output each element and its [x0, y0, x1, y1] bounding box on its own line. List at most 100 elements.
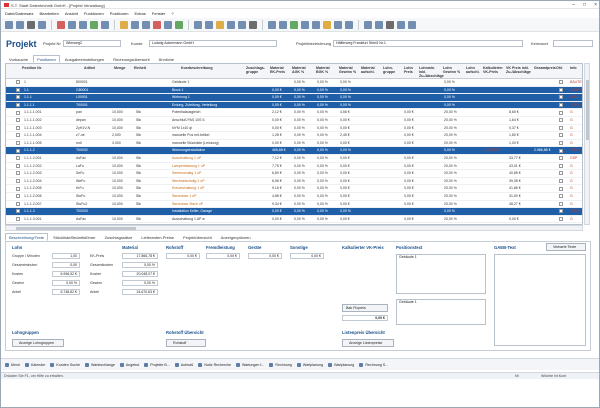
cell-lpreis[interactable]: 0,00 €: [404, 201, 414, 206]
cell-magk[interactable]: 0,00 %: [294, 209, 305, 214]
cell-art[interactable]: z7-ne: [76, 133, 85, 138]
cell-lgew[interactable]: 20,00 %: [444, 110, 457, 115]
cell-mgew[interactable]: 0,00 %: [340, 148, 351, 153]
cell-info[interactable]: BAUTEIL: [570, 80, 582, 84]
cell-vk[interactable]: 41,86 €: [509, 186, 521, 191]
cell-info[interactable]: G: [570, 194, 573, 198]
cell-info[interactable]: G: [570, 133, 573, 138]
menu-funktionen[interactable]: Funktionen: [83, 10, 104, 16]
cell-lpreis[interactable]: 0,00 €: [404, 171, 414, 176]
cell-art[interactable]: depan: [76, 118, 86, 122]
col-header-material-bgk[interactable]: Material BGK %: [316, 66, 330, 74]
cell-lgew[interactable]: 20,00 %: [444, 118, 457, 122]
cell-mbgk[interactable]: 0,00 %: [317, 125, 328, 130]
refresh-icon[interactable]: [164, 20, 172, 29]
gaeb-text-area[interactable]: [494, 254, 586, 346]
cell-mbgk[interactable]: 0,00 %: [317, 194, 328, 198]
tab-ausgabeeinstellungen[interactable]: Ausgabeeinstellungen: [64, 57, 105, 62]
cell-einh[interactable]: Stk: [136, 156, 142, 160]
cell-einh[interactable]: Stk: [136, 110, 142, 115]
cell-lpreis[interactable]: 0,00 €: [404, 140, 414, 145]
cell-mbgk[interactable]: 0,00 %: [317, 133, 328, 138]
cell-text[interactable]: Installation Keller, Garage: [172, 209, 213, 214]
cell-lgew[interactable]: 20,00 %: [444, 156, 457, 160]
cell-mgew[interactable]: 0,00 €: [340, 216, 350, 221]
cell-lpreis[interactable]: 0,00 €: [404, 163, 414, 168]
table-row[interactable]: 1.1.1.2.005 KrFu 10,000 Stk Kreuzschaltung 1…: [6, 185, 582, 193]
cell-mgew[interactable]: 0,00 %: [340, 209, 351, 214]
cell-menge[interactable]: 10,000: [112, 194, 123, 198]
cell-magk[interactable]: 0,00 %: [294, 163, 305, 168]
cell-info[interactable]: G: [570, 216, 573, 221]
cell-info[interactable]: G: [570, 171, 573, 176]
cell-mbgk[interactable]: 0,00 %: [317, 87, 328, 92]
cell-pos[interactable]: 1.1.1.3.001: [24, 216, 42, 221]
table-row[interactable]: 1.1.1.2.007 StoFu2 10,000 Stk Steckdose 2fac…: [6, 201, 582, 209]
cell-lgew[interactable]: 20,00 %: [444, 194, 457, 198]
cell-text[interactable]: Steckdose 2fach uP: [172, 201, 204, 206]
cell-info[interactable]: GSP: [570, 156, 578, 160]
cell-lpreis[interactable]: 0,00 €: [404, 194, 414, 198]
cell-text[interactable]: Serienschaltg 1 uP: [172, 171, 202, 176]
cell-info[interactable]: G: [570, 125, 573, 130]
cell-mbgk[interactable]: 0,00 %: [317, 209, 328, 214]
cell-mgew[interactable]: 0,00 €: [340, 140, 350, 145]
cell-info[interactable]: LOS: [570, 95, 578, 100]
table-row[interactable]: 1.1.1.1.004 z7-ne 2,000 Stk manuelle Pos mit…: [6, 132, 582, 140]
cell-mek[interactable]: 6,80 €: [272, 171, 282, 176]
row-checkbox[interactable]: [559, 194, 563, 199]
lock-icon[interactable]: [386, 20, 394, 29]
tab-anzeigeoptionen[interactable]: Anzeigeoptionen: [220, 235, 251, 240]
cell-mbgk[interactable]: 0,00 %: [317, 95, 328, 100]
row-checkbox[interactable]: [559, 171, 563, 176]
col-header-material-agk[interactable]: Material AGK %: [292, 66, 306, 74]
cell-lpreis[interactable]: 0,00 €: [404, 110, 414, 115]
cell-magk[interactable]: 0,00 %: [294, 133, 305, 138]
cell-text[interactable]: Ausschaltung 1 AP w: [172, 216, 205, 221]
table-row[interactable]: 1 800001 Gebäude 1 0,00 % 0,00 % 0,00 % 0,00 %…: [6, 79, 582, 87]
cell-lgew[interactable]: 20,00 %: [444, 133, 457, 138]
tab-projektuebersicht[interactable]: Projektübersicht: [183, 235, 212, 240]
row-checkbox[interactable]: [559, 178, 563, 183]
cell-art[interactable]: G80001: [76, 87, 89, 92]
cell-pos[interactable]: 1.1.1.2.005: [24, 186, 42, 191]
cell-mgew[interactable]: 0,00 €: [340, 118, 350, 122]
cell-text[interactable]: Wohnungsinstallation: [172, 148, 206, 153]
mat-anteil-field[interactable]: 24.670,63 €: [122, 289, 158, 295]
cell-info[interactable]: G: [570, 163, 573, 168]
scroll-thumb[interactable]: [586, 80, 589, 140]
hash-icon[interactable]: [249, 20, 257, 29]
row-checkbox[interactable]: [559, 163, 563, 168]
calculator-icon[interactable]: [142, 20, 150, 29]
cell-mek[interactable]: 2,12 €: [272, 110, 282, 115]
lohn-gewinn-field[interactable]: 0,00 %: [52, 280, 80, 286]
maximize-icon[interactable]: □: [583, 2, 587, 8]
row-checkbox[interactable]: [559, 156, 563, 161]
cell-menge[interactable]: 10,000: [112, 110, 123, 115]
table-row[interactable]: 1.1 G80001 Block 1 0,00 € 0,00 % 0,00 % 0,00 %…: [6, 86, 582, 95]
cell-pos[interactable]: 1.1.1.1.004: [24, 133, 42, 138]
rohstoff-button[interactable]: Rohstoff: [166, 339, 206, 347]
cell-einh[interactable]: Stk: [136, 201, 142, 206]
footer-kundensuche-button[interactable]: Kunden Suche: [50, 362, 80, 367]
cell-mgew[interactable]: 0,00 %: [340, 95, 351, 100]
lohngruppen-button[interactable]: Anzeige Lohngruppen: [12, 339, 64, 347]
cell-magk[interactable]: 0,00 %: [294, 125, 305, 130]
row-checkbox[interactable]: [559, 95, 563, 100]
cell-art[interactable]: AsFav: [76, 156, 86, 160]
cell-mek[interactable]: 0,00 €: [272, 118, 282, 122]
cell-info[interactable]: G: [570, 178, 573, 183]
tab-beschreibung[interactable]: Beschreibung/Texte: [5, 233, 49, 241]
cell-einh[interactable]: Stk: [136, 171, 142, 176]
window-icon[interactable]: [397, 20, 405, 29]
cell-pos[interactable]: 1.1.1.1.002: [24, 118, 42, 122]
cell-lpreis[interactable]: 0,00 €: [404, 186, 414, 191]
sort-icon[interactable]: [205, 20, 213, 29]
mat-gesamtkosten-field[interactable]: 0,00 %: [122, 262, 158, 268]
add-icon[interactable]: [90, 20, 98, 29]
cell-vk[interactable]: 40,85 €: [509, 171, 521, 176]
cell-text[interactable]: Potentialausgleich: [172, 110, 201, 115]
row-checkbox[interactable]: [559, 133, 563, 138]
footer-wartungen-button[interactable]: Wartungen f...: [235, 362, 264, 367]
cell-einh[interactable]: Stk: [136, 133, 142, 138]
